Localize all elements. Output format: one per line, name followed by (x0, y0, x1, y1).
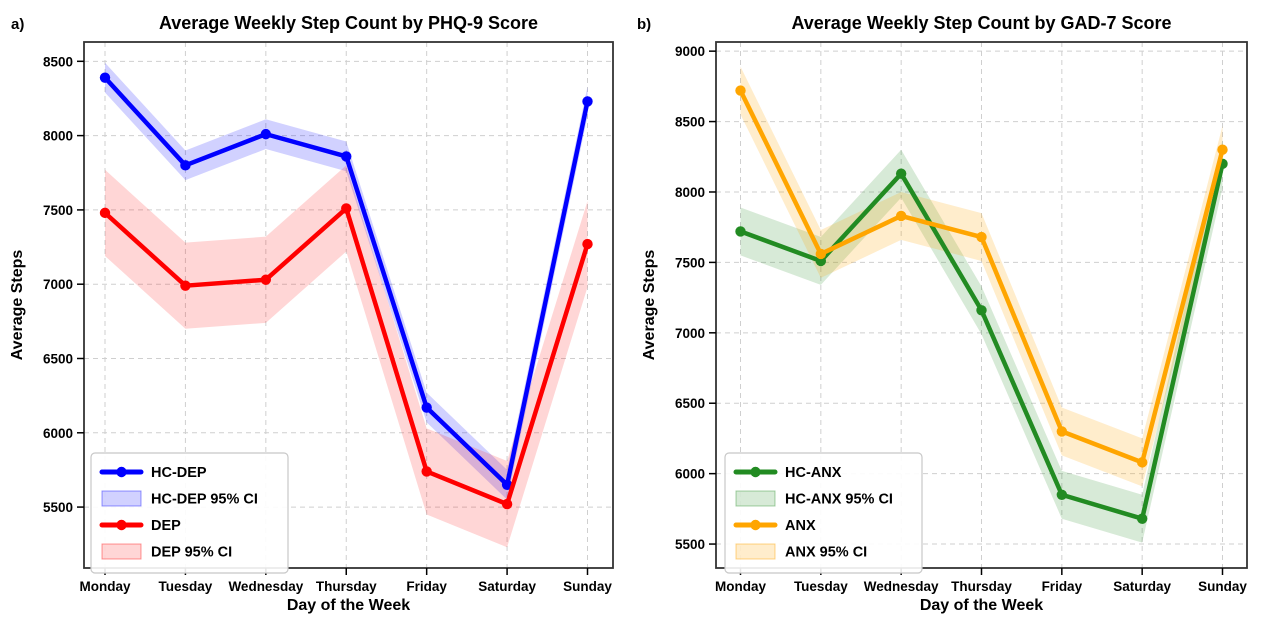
hc-anx-data-point (976, 305, 987, 316)
hc-dep-data-point (260, 128, 272, 140)
y-tick-label: 7000 (43, 277, 73, 292)
dep-data-point (341, 203, 352, 214)
chart-title: Average Weekly Step Count by PHQ-9 Score (159, 13, 538, 33)
plot-border (83, 41, 614, 569)
y-axis-label: Average Steps (641, 250, 658, 361)
x-tick-label: Tuesday (794, 579, 848, 594)
y-tick-label: 7500 (675, 255, 705, 270)
legend-marker-sample (116, 519, 127, 531)
anx-data-point (895, 210, 907, 222)
panel-a: 5500 6000 6500 7000 7500 8000 8500 Monday Tuesda… (9, 13, 614, 614)
legend-label: HC-ANX (785, 465, 842, 481)
x-tick-label: Saturday (1113, 579, 1171, 594)
legend-label: ANX (785, 518, 816, 534)
legend-marker-sample (750, 519, 761, 531)
x-tick-label: Tuesday (159, 579, 213, 594)
hc-dep-data-point (501, 479, 513, 490)
legend-label: HC-DEP (151, 465, 207, 481)
legend-patch-sample (735, 490, 776, 507)
legend-marker-sample (750, 466, 761, 478)
y-tick-label: 7500 (43, 203, 73, 218)
y-tick-label: 8000 (43, 129, 73, 144)
x-axis-label: Day of the Week (287, 597, 410, 614)
y-tick-label: 8500 (43, 54, 73, 69)
x-tick-label: Sunday (563, 579, 612, 594)
panel-label: a) (11, 16, 24, 33)
legend-label: DEP (151, 518, 181, 534)
x-tick-label: Monday (79, 579, 130, 594)
y-axis-label: Average Steps (9, 250, 26, 361)
dep-data-point (582, 238, 593, 250)
hc-dep-data-point (180, 160, 191, 171)
chart-title: Average Weekly Step Count by GAD-7 Score (791, 13, 1171, 33)
legend: HC-ANX HC-ANX 95% CI ANX ANX 95% CI (724, 452, 923, 574)
anx-data-point (1217, 144, 1228, 155)
dep-data-point (501, 498, 513, 510)
legend-label: ANX 95% CI (785, 545, 867, 561)
dep-data-point (260, 274, 272, 285)
dep-data-point (99, 207, 111, 219)
legend-box (724, 452, 923, 574)
anx-data-point (976, 231, 987, 243)
legend-label: HC-ANX 95% CI (785, 492, 893, 508)
y-tick-label: 6000 (43, 426, 73, 441)
x-axis-label: Day of the Week (920, 597, 1043, 614)
y-tick-label: 6000 (675, 467, 705, 482)
x-tick-label: Friday (1042, 579, 1083, 594)
x-tick-label: Monday (715, 579, 766, 594)
hc-anx-data-point (895, 168, 907, 179)
legend-box (90, 452, 289, 574)
hc-dep-data-point (99, 72, 111, 83)
y-tick-label: 5500 (675, 537, 705, 552)
y-tick-label: 5500 (43, 500, 73, 515)
legend: HC-DEP HC-DEP 95% CI DEP DEP 95% CI (90, 452, 289, 574)
anx-data-point (1056, 426, 1068, 437)
legend-patch-sample (101, 490, 142, 507)
x-tick-label: Thursday (951, 579, 1012, 594)
dep-data-point (180, 280, 191, 291)
y-tick-label: 7000 (675, 326, 705, 341)
x-tick-label: Wednesday (864, 579, 939, 594)
x-tick-label: Wednesday (228, 579, 303, 594)
y-tick-label: 8500 (675, 115, 705, 130)
hc-anx-data-point (1056, 489, 1068, 500)
hc-dep-data-point (341, 151, 352, 162)
hc-anx-data-point (735, 226, 746, 237)
y-tick-label: 9000 (675, 44, 705, 59)
y-tick-label: 6500 (43, 351, 73, 366)
hc-dep-ci-band (105, 62, 588, 500)
anx-data-point (815, 248, 827, 260)
x-tick-label: Thursday (316, 579, 377, 594)
legend-label: HC-DEP 95% CI (151, 492, 258, 508)
panel-label: b) (637, 16, 651, 33)
x-tick-label: Saturday (478, 579, 536, 594)
panel-b: 5500 6000 6500 7000 7500 8000 8500 9000 Monday Tu… (637, 13, 1248, 614)
x-tick-label: Sunday (1198, 579, 1247, 594)
hc-dep-data-point (421, 402, 432, 413)
legend-label: DEP 95% CI (151, 545, 232, 561)
anx-data-point (1136, 457, 1148, 468)
legend-patch-sample (735, 543, 776, 560)
hc-dep-data-point (582, 96, 593, 107)
dep-data-point (421, 466, 432, 477)
legend-marker-sample (116, 466, 127, 478)
hc-anx-data-point (1136, 513, 1148, 524)
hc-anx-ci-band (740, 139, 1223, 543)
y-tick-label: 8000 (675, 185, 705, 200)
dep-ci-band (105, 165, 588, 548)
anx-data-point (735, 85, 746, 96)
legend-patch-sample (101, 543, 142, 560)
y-tick-label: 6500 (675, 396, 705, 411)
x-tick-label: Friday (406, 579, 447, 594)
